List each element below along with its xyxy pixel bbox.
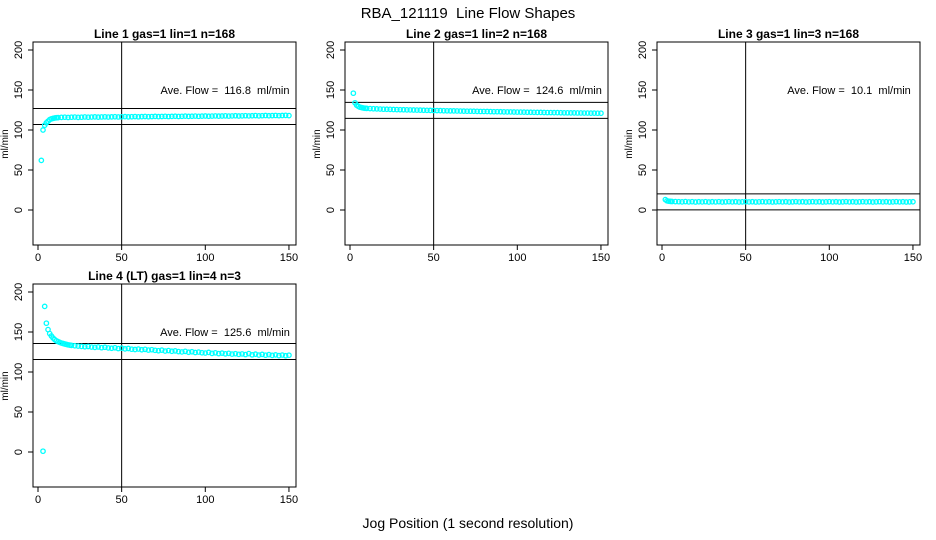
svg-text:150: 150 (280, 494, 298, 506)
svg-text:100: 100 (13, 363, 25, 381)
panel-line4-ylabel: ml/min (0, 371, 11, 401)
svg-text:50: 50 (13, 164, 25, 176)
svg-text:0: 0 (659, 252, 665, 264)
panel-line4-plot: 0 50 100 150 0 50 100 150 200 (13, 283, 298, 506)
panel-line3-plot: 0 50 100 150 0 50 100 150 200 (637, 41, 922, 264)
svg-text:0: 0 (35, 252, 41, 264)
svg-text:150: 150 (325, 81, 337, 99)
panel-line1-title: Line 1 gas=1 lin=1 n=168 (93, 27, 236, 41)
svg-text:0: 0 (325, 207, 337, 213)
svg-text:150: 150 (280, 252, 298, 264)
panel-line2-ave-flow: Ave. Flow = 124.6 ml/min (472, 85, 602, 97)
svg-text:0: 0 (13, 449, 25, 455)
panel-line4-title: Line 4 (LT) gas=1 lin=4 n=3 (88, 269, 241, 283)
svg-text:150: 150 (904, 252, 922, 264)
svg-text:50: 50 (116, 252, 128, 264)
svg-text:100: 100 (196, 252, 214, 264)
svg-text:50: 50 (116, 494, 128, 506)
svg-text:150: 150 (13, 323, 25, 341)
svg-text:150: 150 (592, 252, 610, 264)
svg-text:150: 150 (637, 81, 649, 99)
panel-line4: Line 4 (LT) gas=1 lin=4 n=3 0 50 100 150 0 50… (0, 268, 312, 518)
svg-text:0: 0 (347, 252, 353, 264)
panel-line2-plot: 0 50 100 150 0 50 100 150 200 (325, 41, 610, 264)
svg-text:100: 100 (508, 252, 526, 264)
svg-text:200: 200 (13, 41, 25, 59)
svg-text:100: 100 (325, 121, 337, 139)
panel-line1: Line 1 gas=1 lin=1 n=168 0 50 100 150 0 50 100… (0, 26, 312, 276)
svg-text:100: 100 (13, 121, 25, 139)
panel-line2-ylabel: ml/min (312, 129, 323, 159)
svg-text:0: 0 (13, 207, 25, 213)
shared-x-axis-label: Jog Position (1 second resolution) (362, 515, 574, 531)
svg-text:150: 150 (13, 81, 25, 99)
svg-text:100: 100 (637, 121, 649, 139)
panel-line4-ave-flow: Ave. Flow = 125.6 ml/min (160, 327, 290, 339)
svg-text:50: 50 (740, 252, 752, 264)
svg-text:100: 100 (820, 252, 838, 264)
panel-line3-ave-flow: Ave. Flow = 10.1 ml/min (787, 85, 911, 97)
svg-text:200: 200 (637, 41, 649, 59)
panel-line2: Line 2 gas=1 lin=2 n=168 0 50 100 150 0 50 100… (312, 26, 624, 276)
svg-text:0: 0 (35, 494, 41, 506)
svg-text:50: 50 (325, 164, 337, 176)
svg-text:100: 100 (196, 494, 214, 506)
svg-text:50: 50 (637, 164, 649, 176)
main-title: RBA_121119 Line Flow Shapes (360, 5, 576, 22)
panel-line1-plot: 0 50 100 150 0 50 100 150 200 (13, 41, 298, 264)
panel-line3-ylabel: ml/min (624, 129, 635, 159)
svg-text:200: 200 (13, 283, 25, 301)
panel-line3-title: Line 3 gas=1 lin=3 n=168 (717, 27, 860, 41)
svg-text:50: 50 (428, 252, 440, 264)
svg-text:50: 50 (13, 406, 25, 418)
svg-text:0: 0 (637, 207, 649, 213)
panel-line1-ave-flow: Ave. Flow = 116.8 ml/min (160, 85, 290, 97)
svg-text:200: 200 (325, 41, 337, 59)
panel-line3: Line 3 gas=1 lin=3 n=168 0 50 100 150 0 50 100… (624, 26, 936, 276)
panel-line1-ylabel: ml/min (0, 129, 11, 159)
panel-line2-title: Line 2 gas=1 lin=2 n=168 (405, 27, 548, 41)
